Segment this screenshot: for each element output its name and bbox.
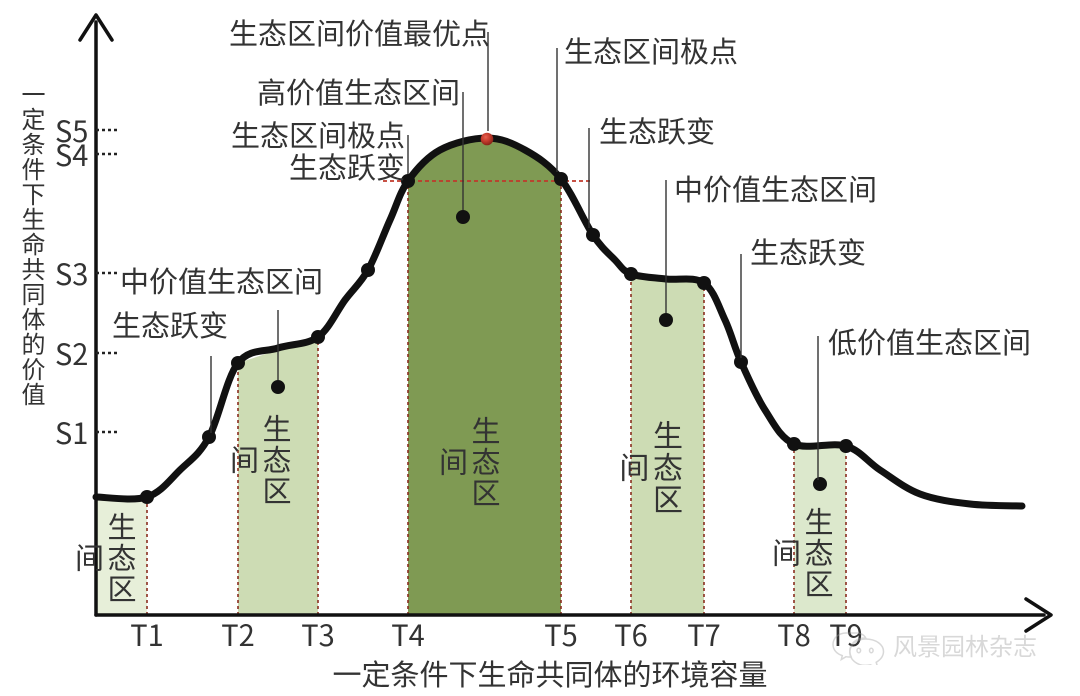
svg-text:风景园林杂志: 风景园林杂志: [893, 627, 1037, 662]
